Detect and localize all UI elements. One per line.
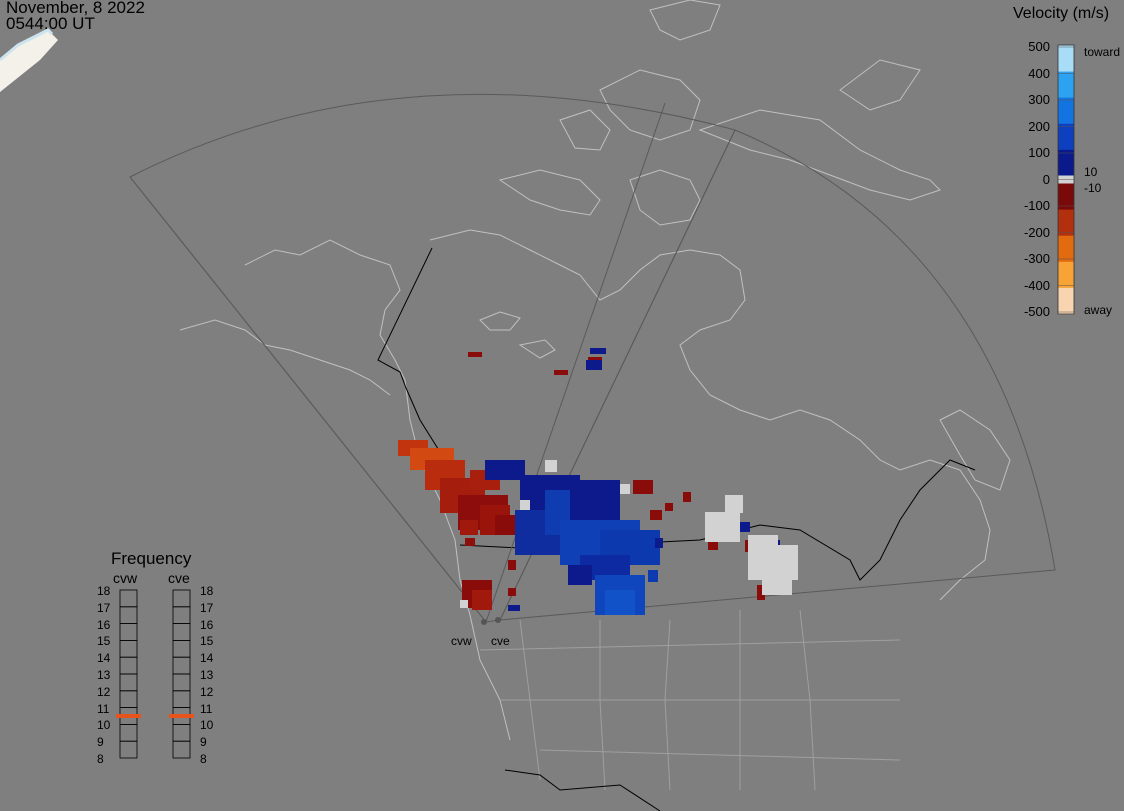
radar-label-cvw: cvw [451,634,472,648]
freq-scale-left: 14 [97,651,111,666]
radar-site-cvw [481,619,487,625]
frequency-cell [119,640,138,658]
colorbar-toward-segment [1058,123,1074,150]
frequency-cell [172,640,191,658]
freq-scale-right: 10 [200,718,214,733]
freq-scale-left: 17 [97,600,111,615]
frequency-title: Frequency [111,549,192,568]
frequency-cell [119,724,138,742]
colorbar-tick-label: -200 [1023,224,1050,240]
freq-scale-right: 14 [200,651,214,666]
us-state-lines [479,609,901,791]
colorbar-away-segment [1058,261,1074,289]
away-echo-cluster [398,352,788,610]
colorbar-toward-segment [1058,45,1074,72]
freq-scale-right: 13 [200,668,214,682]
freq-scale-right: 9 [200,735,207,750]
velocity-colorbar [1057,44,1075,315]
freq-scale-left: 10 [97,718,111,733]
colorbar-tick-label: 100 [1028,145,1050,160]
freq-scale-left: 13 [97,668,111,682]
daylight-terminator-patch [0,30,58,92]
freq-scale-left: 8 [97,752,104,766]
date-label: November, 8 2022 [6,0,145,17]
toward-echo-cluster [485,348,780,615]
freq-scale-right: 17 [200,600,214,615]
colorbar-away-segment [1058,287,1074,315]
colorbar-tick-label: -300 [1023,251,1050,266]
frequency-cell [119,606,138,624]
radar-label-cve: cve [491,634,510,648]
colorbar-tick-label: 500 [1028,39,1050,54]
radar-site-cve [495,617,501,623]
freq-scale-left: 12 [97,684,111,699]
frequency-cell [119,656,138,675]
frequency-active-bar-cve [169,714,194,718]
colorbar-tick-label: 300 [1028,92,1050,107]
colorbar-title: Velocity (m/s) [1013,5,1110,22]
freq-radar-cvw: cvw [113,570,138,586]
freq-scale-right: 8 [200,752,207,766]
frequency-cell [172,589,191,608]
freq-scale-right: 11 [200,701,213,716]
frequency-cell [172,724,191,742]
frequency-active-bar-cvw [116,714,141,718]
colorbar-toward-segment [1058,97,1074,124]
time-label: 0544:00 UT [6,14,95,33]
colorbar-tick-label: -500 [1023,304,1050,319]
colorbar-toward-segment [1058,149,1074,176]
frequency-cell [172,673,191,692]
colorbar-away-segment [1058,183,1074,211]
frequency-cell [172,690,191,708]
freq-radar-cve: cve [168,570,190,586]
freq-scale-right: 15 [200,634,214,649]
colorbar-away-segment [1058,235,1074,263]
freq-scale-left: 18 [97,584,111,598]
freq-scale-right: 16 [200,617,214,632]
freq-scale-right: 12 [200,684,214,699]
frequency-cell [119,740,138,759]
ground-scatter [460,460,798,608]
colorbar-away-segment [1058,209,1074,237]
coastlines [179,0,1011,741]
frequency-cell [119,690,138,708]
frequency-cell [172,740,191,759]
freq-scale-left: 9 [97,735,104,750]
freq-scale-right: 18 [200,584,214,598]
colorbar-tick-label: 200 [1028,118,1050,134]
away-label: away [1084,303,1113,317]
colorbar-tick-label: 0 [1042,171,1050,187]
frequency-cell [172,656,191,675]
freq-scale-left: 15 [97,634,111,649]
frequency-cell [119,623,138,641]
plus-ten-label: 10 [1084,165,1098,179]
frequency-cell [172,606,191,624]
colorbar-tick-label: -100 [1023,198,1050,213]
freq-scale-left: 16 [97,617,111,632]
frequency-cell [119,589,138,608]
colorbar-tick-label: -400 [1023,277,1050,293]
colorbar-tick-label: 400 [1028,65,1050,81]
frequency-cell [172,623,191,641]
freq-scale-left: 11 [97,701,110,716]
frequency-indicator [116,589,194,759]
toward-label: toward [1084,45,1121,59]
minus-ten-label: -10 [1084,181,1102,195]
radar-fov-outlines [129,93,1056,623]
colorbar-toward-segment [1058,71,1074,98]
frequency-cell [119,673,138,692]
